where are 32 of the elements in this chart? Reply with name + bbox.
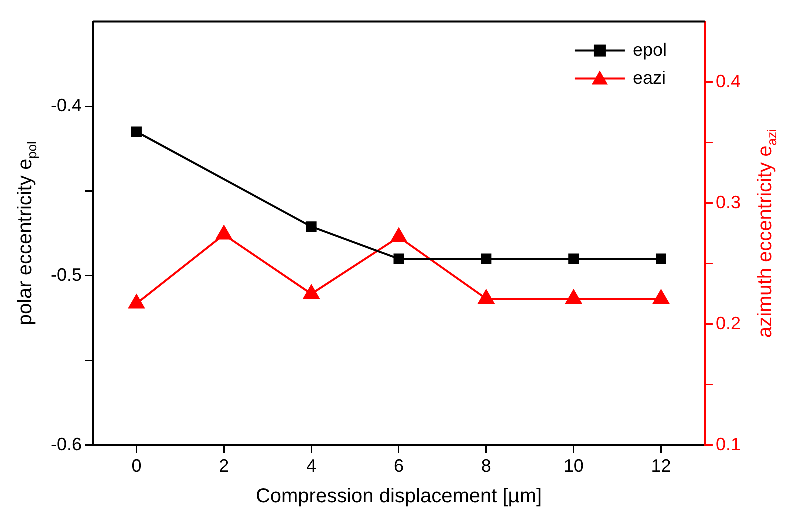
point <box>128 294 145 309</box>
point <box>656 254 667 264</box>
legend-label: eazi <box>632 68 666 88</box>
point <box>131 126 142 138</box>
legend-label: epol <box>632 40 668 60</box>
x-tick-label: 8 <box>481 456 492 476</box>
y2-tick-label: 0.2 <box>716 313 742 334</box>
y2-tick-label: 0.3 <box>716 192 742 212</box>
point <box>566 290 582 304</box>
point <box>391 228 407 242</box>
y2-tick-label: 0.4 <box>716 71 742 92</box>
y2-tick-label: 0.1 <box>716 434 742 454</box>
point <box>304 285 320 300</box>
point <box>306 222 317 232</box>
x-tick-label: 6 <box>394 456 404 476</box>
point <box>653 290 670 304</box>
y2-axis-title: azimuth eccentricity eazi <box>754 129 780 338</box>
point <box>478 290 494 304</box>
x-tick-label: 12 <box>651 456 672 476</box>
y-tick-label: -0.5 <box>50 264 82 285</box>
x-tick-label: 4 <box>306 456 317 476</box>
x-tick-label: 2 <box>219 456 230 476</box>
point <box>216 226 232 240</box>
y-tick-label: -0.6 <box>50 434 82 454</box>
point <box>568 254 580 264</box>
point <box>481 254 492 264</box>
y-axis-title: polar eccentricity epol <box>14 141 40 326</box>
y-tick-label: -0.4 <box>50 95 82 116</box>
x-tick-label: 10 <box>564 456 584 476</box>
x-axis-title: Compression displacement [µm] <box>256 486 542 508</box>
x-tick-label: 0 <box>132 456 142 476</box>
point <box>394 254 404 264</box>
